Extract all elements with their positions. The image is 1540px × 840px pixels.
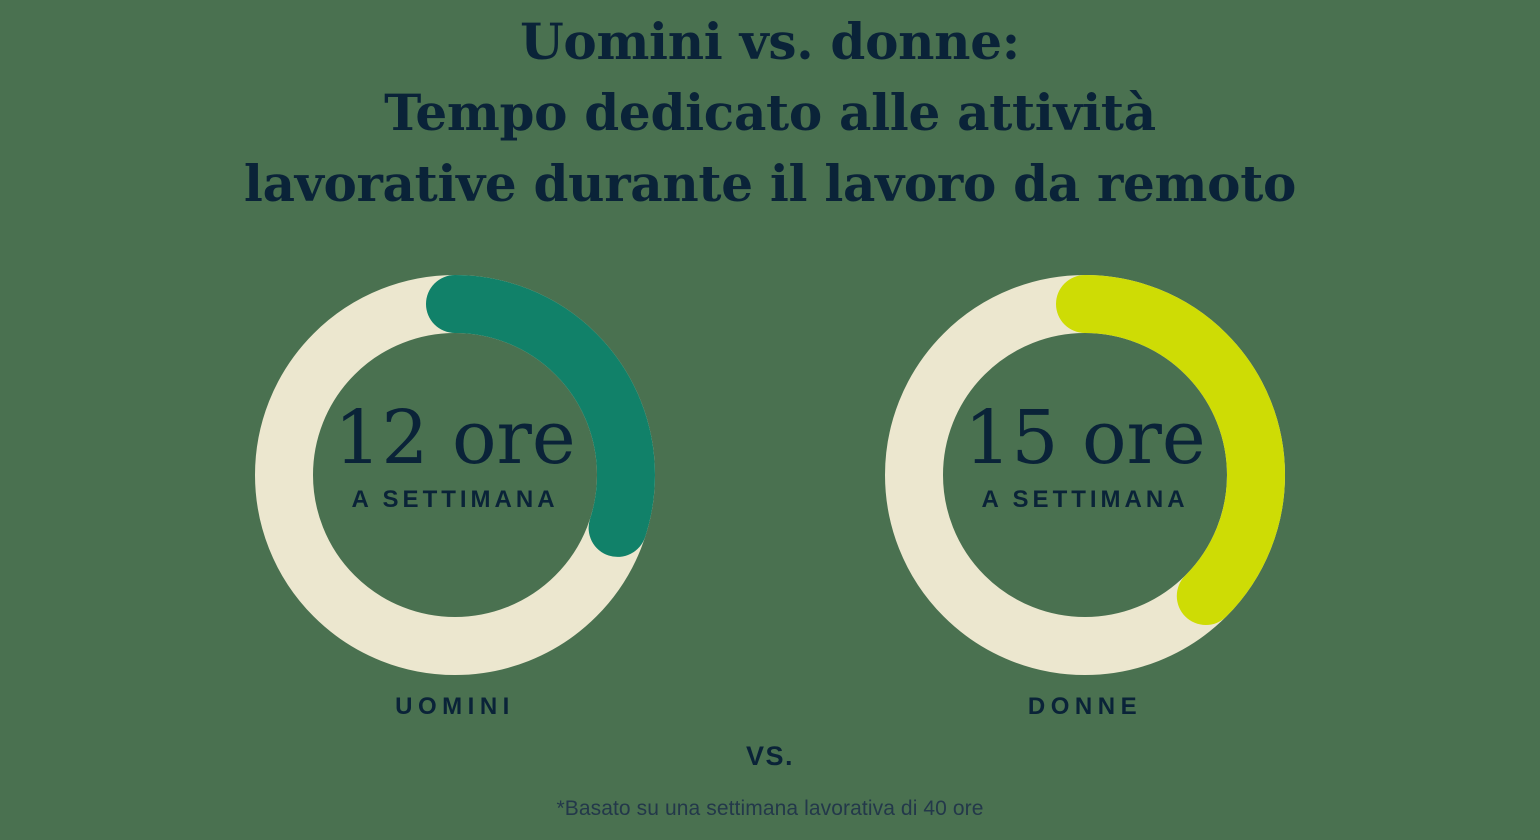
donut-women-svg: [885, 275, 1285, 675]
donut-men-svg: [255, 275, 655, 675]
donut-women-arc: [885, 275, 1285, 675]
charts-row: 12 ore A SETTIMANA UOMINI VS. 15 ore A S…: [0, 275, 1540, 771]
donut-chart-women: 15 ore A SETTIMANA DONNE: [875, 275, 1295, 720]
donut-men-arc: [255, 275, 655, 675]
vs-separator-label: VS.: [745, 741, 795, 771]
page-title: Uomini vs. donne: Tempo dedicato alle at…: [0, 6, 1540, 219]
group-label-men: UOMINI: [395, 693, 515, 720]
title-line-2: Tempo dedicato alle attività: [384, 83, 1156, 142]
footnote: *Basato su una settimana lavorativa di 4…: [556, 797, 984, 820]
group-label-women: DONNE: [1027, 693, 1143, 720]
donut-chart-men: 12 ore A SETTIMANA UOMINI: [245, 275, 665, 720]
title-line-1: Uomini vs. donne:: [520, 12, 1020, 71]
title-line-3: lavorative durante il lavoro da remoto: [243, 154, 1297, 213]
